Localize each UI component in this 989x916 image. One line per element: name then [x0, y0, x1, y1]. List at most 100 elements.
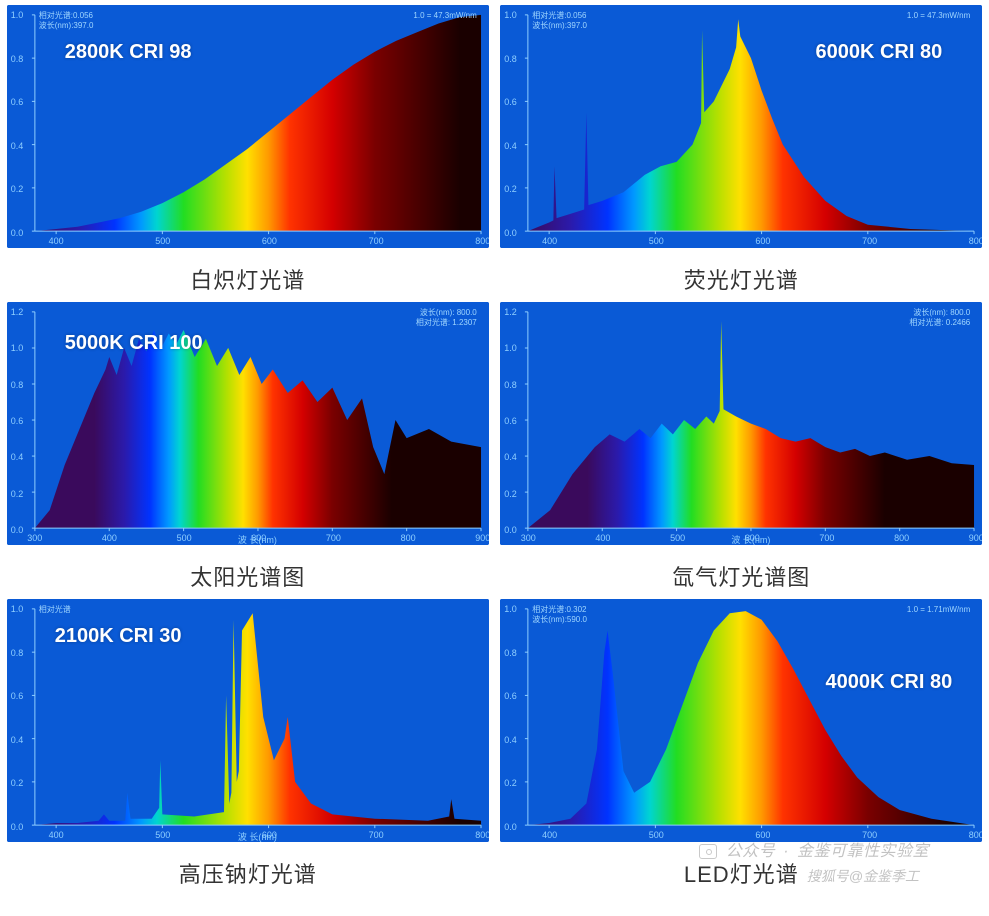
ytick: 0.6	[11, 97, 24, 107]
watermark-text: 金鉴可靠性实验室	[797, 843, 929, 860]
spectrum-grid: 0.0 0.2 0.4 0.6 0.8 1.0 400 500 600 700 800 2800K C…	[0, 0, 989, 893]
xtick: 900	[475, 533, 490, 543]
ytick: 0.0	[11, 228, 24, 238]
ytick: 1.0	[11, 10, 24, 20]
xtick: 700	[819, 533, 834, 543]
xtick: 500	[649, 236, 664, 246]
ytick: 0.8	[504, 54, 517, 64]
caption-sodium: 高压钠灯光谱	[179, 857, 317, 889]
xtick: 400	[542, 236, 557, 246]
ytick: 0.4	[11, 735, 24, 745]
ytick: 1.2	[11, 307, 24, 317]
panel-fluorescent: 0.00.20.40.60.81.04005006007008006000K C…	[498, 4, 986, 295]
meta-top-right: 1.0 = 47.3mW/nm	[413, 11, 476, 21]
ytick: 0.6	[11, 416, 24, 426]
meta-top-right: 1.0 = 47.3mW/nm	[907, 11, 970, 21]
ytick: 0.6	[11, 691, 24, 701]
xtick: 800	[969, 236, 984, 246]
xtick: 600	[262, 236, 277, 246]
cct-cri-label: 2800K CRI 98	[65, 41, 192, 64]
xtick: 400	[595, 533, 610, 543]
xtick: 800	[969, 830, 984, 840]
ytick: 0.6	[504, 97, 517, 107]
xtick: 400	[102, 533, 117, 543]
panel-incandescent: 0.00.20.40.60.81.04005006007008002800K C…	[4, 4, 492, 295]
watermark-prefix: 公众号	[726, 843, 776, 860]
ytick: 0.6	[504, 691, 517, 701]
xtick: 800	[894, 533, 909, 543]
xtick: 400	[49, 236, 64, 246]
meta-top-right: 波长(nm): 800.0相对光谱: 0.2466	[909, 308, 970, 329]
caption-incandescent: 白炽灯光谱	[190, 263, 305, 295]
chart-incandescent: 0.00.20.40.60.81.04005006007008002800K C…	[6, 4, 490, 249]
chart-xenon: 0.00.20.40.60.81.01.23004005006007008009…	[499, 301, 983, 546]
caption-sunlight: 太阳光谱图	[190, 560, 305, 592]
ytick: 0.2	[504, 489, 517, 499]
ytick: 0.4	[11, 452, 24, 462]
chart-fluorescent: 0.00.20.40.60.81.04005006007008006000K C…	[499, 4, 983, 249]
meta-top-left: 相对光谱:0.056波长(nm):397.0	[532, 11, 587, 32]
xtick: 700	[369, 830, 384, 840]
chart-sodium: 0.00.20.40.60.81.0400500600700800波 长(nm)…	[6, 598, 490, 843]
ytick: 0.2	[11, 489, 24, 499]
ytick: 1.0	[11, 343, 24, 353]
xtick: 500	[155, 830, 170, 840]
ytick: 1.0	[504, 604, 517, 614]
meta-top-left: 相对光谱:0.302波长(nm):590.0	[532, 605, 587, 626]
xtick: 600	[755, 236, 770, 246]
ytick: 0.0	[11, 822, 24, 832]
meta-top-right: 波长(nm): 800.0相对光谱: 1.2307	[416, 308, 477, 329]
ytick: 0.0	[504, 822, 517, 832]
ytick: 0.2	[11, 778, 24, 788]
ytick: 0.8	[11, 380, 24, 390]
watermark-wechat: 公众号 · 金鉴可靠性实验室	[699, 837, 929, 861]
wechat-icon	[699, 844, 717, 859]
ytick: 0.0	[504, 525, 517, 535]
ytick: 0.4	[504, 452, 517, 462]
ytick: 0.2	[504, 184, 517, 194]
xtick: 900	[969, 533, 984, 543]
ytick: 1.0	[504, 343, 517, 353]
xtick: 500	[177, 533, 192, 543]
watermark-sohu: 搜狐号@金鉴季工	[807, 866, 919, 886]
xtick: 400	[542, 830, 557, 840]
ytick: 0.0	[11, 525, 24, 535]
meta-top-right: 1.0 = 1.71mW/nm	[907, 605, 970, 615]
xtick: 700	[369, 236, 384, 246]
caption-xenon: 氙气灯光谱图	[672, 560, 810, 592]
x-axis-label: 波 长(nm)	[731, 533, 770, 546]
xtick: 400	[49, 830, 64, 840]
panel-sunlight: 0.00.20.40.60.81.01.23004005006007008009…	[4, 301, 492, 592]
xtick: 700	[862, 236, 877, 246]
xtick: 800	[475, 236, 490, 246]
chart-led: 0.00.20.40.60.81.04005006007008004000K C…	[499, 598, 983, 843]
ytick: 0.8	[504, 380, 517, 390]
ytick: 1.0	[504, 10, 517, 20]
x-axis-label: 波 长(nm)	[238, 533, 277, 546]
xtick: 500	[670, 533, 685, 543]
cct-cri-label: 4000K CRI 80	[826, 671, 953, 694]
xtick: 500	[649, 830, 664, 840]
xtick: 300	[521, 533, 536, 543]
ytick: 0.4	[504, 735, 517, 745]
cct-cri-label: 2100K CRI 30	[55, 625, 182, 648]
ytick: 0.4	[11, 141, 24, 151]
xtick: 700	[326, 533, 341, 543]
xtick: 300	[27, 533, 42, 543]
meta-top-left: 相对光谱	[39, 605, 71, 615]
caption-fluorescent: 荧光灯光谱	[684, 263, 799, 295]
xtick: 800	[475, 830, 490, 840]
ytick: 0.8	[11, 54, 24, 64]
ytick: 0.2	[504, 778, 517, 788]
ytick: 0.8	[504, 648, 517, 658]
ytick: 0.6	[504, 416, 517, 426]
xtick: 500	[155, 236, 170, 246]
cct-cri-label: 5000K CRI 100	[65, 332, 203, 355]
meta-top-left: 相对光谱:0.056波长(nm):397.0	[39, 11, 94, 32]
ytick: 1.2	[504, 307, 517, 317]
panel-sodium: 0.00.20.40.60.81.0400500600700800波 长(nm)…	[4, 598, 492, 889]
ytick: 0.8	[11, 648, 24, 658]
ytick: 0.4	[504, 141, 517, 151]
xtick: 800	[401, 533, 416, 543]
caption-led: LED灯光谱	[684, 857, 799, 889]
